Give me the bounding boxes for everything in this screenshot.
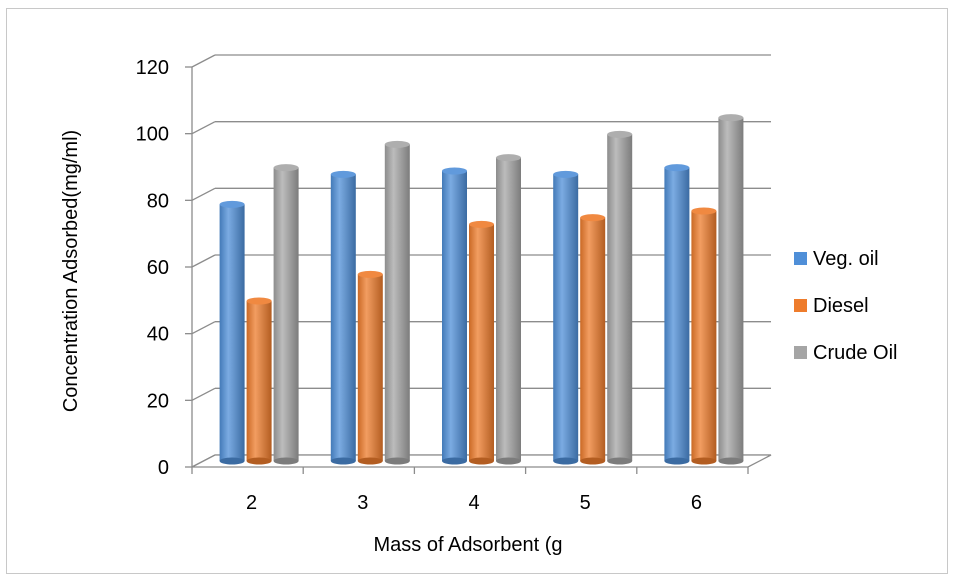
legend-swatch [794, 252, 807, 265]
gridline-side [191, 387, 216, 401]
y-tick-label: 100 [136, 124, 169, 146]
bar-base [357, 457, 383, 465]
bar-base [496, 457, 521, 465]
bar-body [607, 134, 633, 461]
bar-top [246, 297, 272, 305]
bar-top [273, 164, 299, 172]
y-tick-label: 80 [147, 190, 169, 212]
bar [219, 200, 245, 465]
legend: Veg. oil Diesel Crude Oil [794, 248, 897, 364]
bar-body [219, 204, 245, 462]
bar-body [691, 211, 717, 461]
bar [496, 154, 521, 465]
bar-top [580, 214, 606, 222]
bar-body [469, 224, 494, 461]
y-tick-label: 40 [147, 324, 169, 346]
bar-body [357, 274, 383, 461]
bar-base [442, 457, 467, 465]
bar-body [718, 117, 744, 462]
bar-base [691, 457, 717, 465]
legend-swatch [794, 299, 807, 312]
gridline-side [191, 321, 216, 335]
bar [384, 140, 410, 465]
y-tick-label: 120 [136, 57, 169, 79]
gridline-side [191, 254, 216, 268]
bar [330, 170, 356, 465]
legend-label: Veg. oil [813, 248, 879, 270]
x-axis-ticks: 2 3 4 5 6 [191, 467, 749, 514]
bar-top [691, 207, 717, 215]
bar-body [246, 301, 272, 461]
x-tick-label: 6 [691, 492, 702, 514]
bar [580, 214, 606, 465]
bar-top [357, 270, 383, 278]
bar-base [384, 457, 410, 465]
bar [442, 167, 467, 465]
x-axis-title: Mass of Adsorbent (g [374, 534, 563, 556]
y-tick-label: 60 [147, 257, 169, 279]
bar-top [219, 200, 245, 208]
legend-swatch [794, 346, 807, 359]
bar-top [469, 220, 494, 228]
y-axis-title: Concentration Adsorbed(mg/ml) [60, 130, 82, 412]
bar-top [330, 170, 356, 178]
bar-body [273, 167, 299, 461]
bar-base [664, 457, 690, 465]
bar-base [273, 457, 299, 465]
bar-top [442, 167, 467, 175]
y-axis-ticks: 0 20 40 60 80 100 120 [136, 57, 192, 479]
x-tick-label: 5 [580, 492, 591, 514]
bar [469, 220, 494, 465]
bar [691, 207, 717, 465]
bar-base [718, 457, 744, 465]
gridline-side [191, 121, 216, 135]
bar-top [607, 130, 633, 138]
bar-body [664, 167, 690, 461]
gridline-side [191, 187, 216, 201]
bar [273, 164, 299, 465]
bar [357, 270, 383, 465]
x-tick-label: 3 [357, 492, 368, 514]
bar-body [553, 174, 579, 462]
y-tick-label: 20 [147, 390, 169, 412]
bar-base [553, 457, 579, 465]
bar-body [330, 174, 356, 462]
bar-base [607, 457, 633, 465]
bar [718, 114, 744, 465]
bar-body [580, 217, 606, 461]
bar [246, 297, 272, 465]
bar-top [553, 170, 579, 178]
x-tick-label: 4 [468, 492, 479, 514]
bar-body [496, 157, 521, 461]
bar-top [718, 114, 744, 122]
bars [219, 114, 744, 465]
legend-label: Diesel [813, 295, 869, 317]
bar-base [246, 457, 272, 465]
bar-base [219, 457, 245, 465]
bar-chart: 0 20 40 60 80 100 120 2 3 4 5 6 Concentration Adso… [60, 54, 897, 556]
bar [664, 164, 690, 465]
bar-base [469, 457, 494, 465]
bar-base [580, 457, 606, 465]
bar-base [330, 457, 356, 465]
bar-top [384, 140, 410, 148]
y-tick-label: 0 [158, 457, 169, 479]
gridline-side [191, 54, 216, 68]
bar-body [384, 144, 410, 462]
bar [553, 170, 579, 465]
bar-body [442, 171, 467, 461]
chart-frame: 0 20 40 60 80 100 120 2 3 4 5 6 Concentration Adso… [6, 8, 948, 574]
bar-top [664, 164, 690, 172]
bar [607, 130, 633, 465]
x-tick-label: 2 [246, 492, 257, 514]
bar-top [496, 154, 521, 162]
legend-label: Crude Oil [813, 342, 897, 364]
